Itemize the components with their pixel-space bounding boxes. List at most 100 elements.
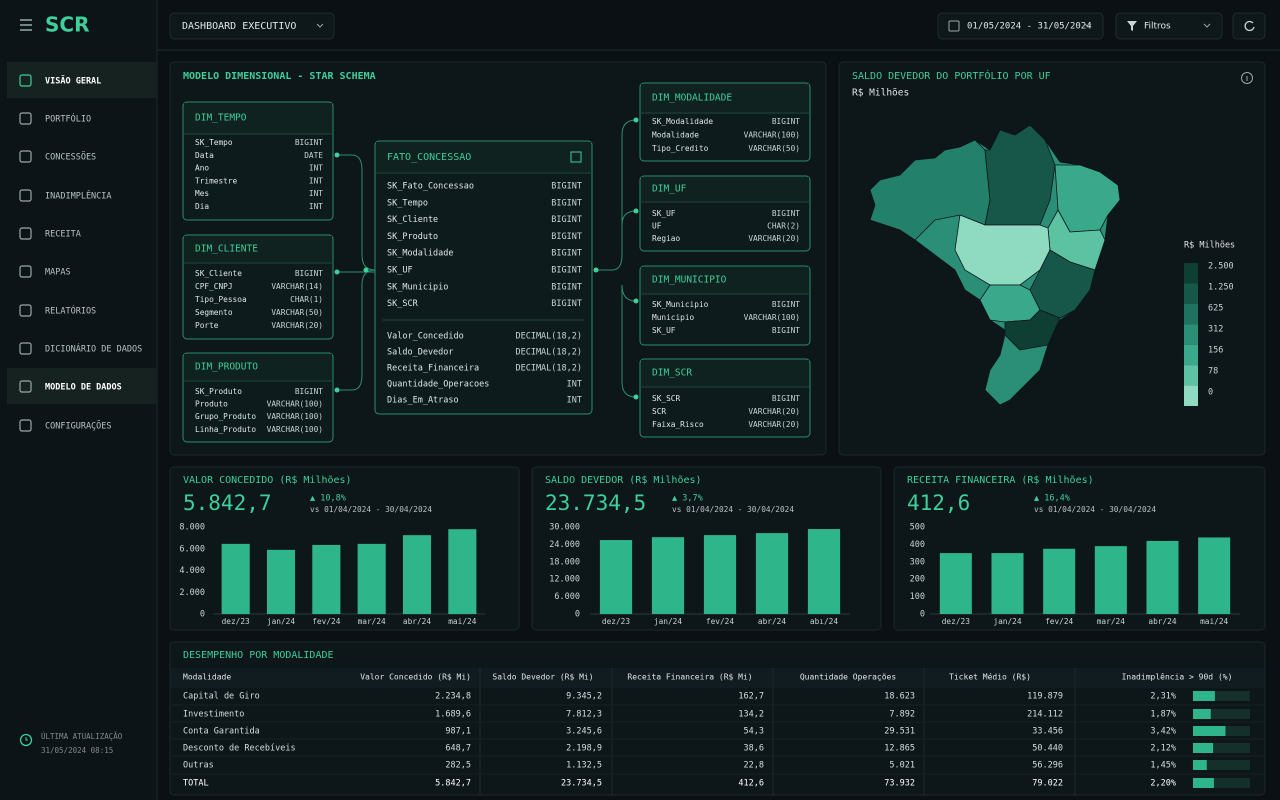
calendar-icon — [948, 20, 960, 32]
table-cell: 29.531 — [884, 727, 915, 737]
date-picker[interactable] — [937, 12, 1104, 40]
table-cell: Desconto de Recebíveis — [183, 744, 296, 754]
field-name: SK_UF — [387, 266, 413, 276]
y-tick-label: 300 — [910, 557, 925, 567]
nav-item-active[interactable] — [7, 368, 157, 404]
field-type: BIGINT — [772, 209, 800, 218]
field-type: BIGINT — [551, 282, 582, 292]
refresh-button[interactable] — [1232, 12, 1266, 40]
dashboard-select[interactable] — [169, 12, 335, 40]
table-cell: Capital de Giro — [183, 692, 260, 702]
legend-swatch — [1184, 303, 1198, 325]
legend-label: 312 — [1208, 325, 1223, 335]
kpi-delta: ▲ 16,4% — [1034, 494, 1070, 504]
y-tick-label: 2.000 — [179, 588, 205, 598]
column-header: Ticket Médio (R$) — [949, 672, 1031, 682]
field-type: INT — [309, 176, 323, 185]
field-name: SK_Modalidade — [652, 117, 713, 126]
x-tick-label: fev/24 — [1045, 617, 1073, 626]
schema-title: MODELO DIMENSIONAL - STAR SCHEMA — [183, 71, 376, 82]
field-type: VARCHAR(20) — [748, 407, 800, 416]
nav-icon — [19, 112, 32, 125]
column-header: Receita Financeira (R$ Mi) — [627, 673, 752, 682]
field-name: SK_Municipio — [652, 300, 709, 309]
field-type: BIGINT — [772, 300, 800, 309]
legend-swatch — [1184, 365, 1198, 386]
inadimplencia-bar — [1193, 778, 1214, 788]
table-box-header — [184, 236, 332, 262]
field-name: SCR — [652, 407, 666, 416]
kpi-value: 23.734,5 — [545, 491, 646, 515]
measure-name: Saldo_Devedor — [387, 348, 454, 358]
bar-track — [1193, 778, 1250, 788]
nav-label[interactable]: CONFIGURAÇÕES — [45, 420, 112, 432]
nav-label[interactable]: MODELO DE DADOS — [45, 383, 122, 393]
x-tick-label: abr/24 — [1148, 617, 1176, 626]
nav-label[interactable]: RECEITA — [45, 230, 81, 240]
filter-label: Filtros — [1144, 22, 1171, 32]
kpi-value: 5.842,7 — [183, 491, 272, 515]
legend-label: 0 — [1208, 388, 1213, 398]
table-panel — [169, 641, 1266, 796]
field-type: VARCHAR(50) — [271, 308, 323, 317]
nav-label[interactable]: CONCESSÕES — [45, 151, 96, 163]
table-cell: 12.865 — [884, 744, 915, 754]
nav-label[interactable]: RELATÓRIOS — [45, 305, 96, 317]
column-header: Saldo Devedor (R$ Mi) — [492, 673, 593, 682]
field-name: Regiao — [652, 234, 680, 243]
field-type: VARCHAR(100) — [267, 412, 323, 421]
table-title: DESEMPENHO POR MODALIDADE — [183, 650, 334, 661]
table-cell: 7.812,3 — [566, 710, 602, 720]
x-tick-label: jan/24 — [993, 617, 1021, 626]
legend-label: 1.250 — [1208, 283, 1234, 293]
table-box-header — [641, 267, 809, 293]
bar — [1198, 537, 1231, 614]
map-title: SALDO DEVEDOR DO PORTFÓLIO POR UF — [852, 69, 1051, 82]
field-type: VARCHAR(100) — [267, 400, 323, 409]
field-type: VARCHAR(20) — [271, 321, 323, 330]
nav-label[interactable]: MAPAS — [45, 268, 71, 278]
nav-label[interactable]: INADIMPLÊNCIA — [45, 190, 112, 202]
y-tick-label: 6.000 — [554, 592, 580, 602]
menu-icon[interactable] — [20, 19, 32, 31]
nav-label[interactable]: DICIONÁRIO DE DADOS — [45, 343, 142, 355]
table-name: FATO_CONCESSAO — [387, 152, 471, 163]
nav-label[interactable]: VISÃO GERAL — [45, 76, 101, 87]
field-name: SK_Fato_Concessao — [387, 182, 474, 192]
bar — [312, 544, 341, 614]
x-tick-label: jan/24 — [654, 617, 682, 626]
field-name: SK_Tempo — [387, 198, 428, 208]
table-header-row — [171, 668, 1264, 686]
field-name: Grupo_Produto — [195, 412, 256, 421]
info-icon[interactable] — [1241, 72, 1253, 84]
brazil-map — [869, 124, 1121, 406]
table-cell: 73.932 — [884, 779, 915, 789]
legend-swatch — [1184, 344, 1198, 366]
table-cell: 119.879 — [1027, 692, 1063, 702]
field-name: Mes — [195, 189, 209, 198]
x-tick-label: jan/24 — [267, 617, 295, 626]
table-cell: 7.892 — [889, 710, 915, 720]
table-cell: 1.132,5 — [566, 761, 602, 771]
nav-label[interactable]: PORTFÓLIO — [45, 113, 91, 125]
dashboard-select-label: DASHBOARD EXECUTIVO — [182, 21, 296, 32]
table-cell: 2,31% — [1150, 692, 1176, 702]
field-type: VARCHAR(20) — [748, 420, 800, 429]
nav-item-active[interactable] — [7, 62, 157, 98]
table-cell: 2,20% — [1150, 779, 1176, 789]
nav-icon — [19, 189, 32, 202]
field-name: SK_UF — [652, 326, 676, 335]
table-cell: 987,1 — [445, 727, 471, 737]
field-name: Ano — [195, 164, 209, 173]
nav-icon — [19, 265, 32, 278]
y-tick-label: 400 — [910, 540, 925, 550]
filter-button[interactable] — [1115, 12, 1223, 40]
field-name: Segmento — [195, 308, 233, 317]
column-header: Modalidade — [183, 673, 231, 682]
measure-type: INT — [567, 380, 582, 390]
date-range: 01/05/2024 - 31/05/2024 — [967, 22, 1092, 32]
table-cell: 5.842,7 — [435, 779, 471, 789]
field-name: Data — [195, 151, 214, 160]
table-cell: Conta Garantida — [183, 727, 260, 737]
